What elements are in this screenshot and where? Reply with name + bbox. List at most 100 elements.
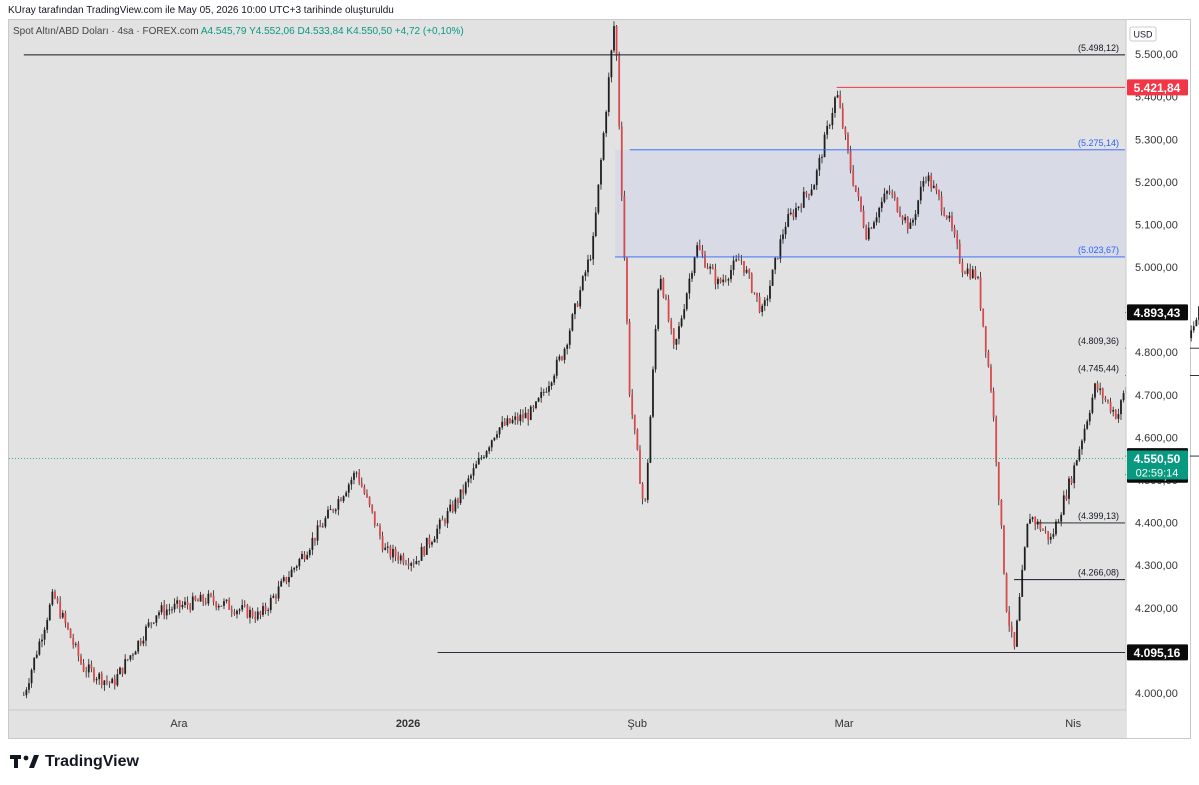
candle-body xyxy=(340,499,342,502)
candle-body xyxy=(160,605,163,613)
candle-body xyxy=(771,269,774,286)
price-tick-label: 4.800,00 xyxy=(1135,347,1178,359)
candle-body xyxy=(303,553,306,560)
candle-body xyxy=(457,499,459,504)
candle-body xyxy=(1044,530,1047,532)
candle-body xyxy=(605,111,608,134)
candle-body xyxy=(628,321,631,395)
candle-body xyxy=(77,643,80,657)
candle-body xyxy=(337,499,340,510)
level-label: (5.275,14) xyxy=(1078,138,1119,148)
candle-body xyxy=(828,125,831,126)
candle-body xyxy=(241,605,244,610)
candle-body xyxy=(563,348,566,360)
candle-body xyxy=(953,227,956,235)
candle-body xyxy=(631,394,634,415)
candle-body xyxy=(1055,521,1057,535)
candle-body xyxy=(501,421,504,428)
candle-body xyxy=(124,659,127,674)
candle-body xyxy=(709,266,712,269)
candle-body xyxy=(1075,460,1078,466)
candle-body xyxy=(662,278,665,297)
legend-close: K4.550,50 xyxy=(346,26,393,37)
candle-body xyxy=(379,526,381,537)
candle-body xyxy=(145,626,147,641)
candle-body xyxy=(1190,330,1193,339)
candle-body xyxy=(698,245,701,250)
candle-body xyxy=(719,278,722,283)
candle-body xyxy=(113,678,116,686)
candle-body xyxy=(399,555,402,561)
candle-body xyxy=(527,412,530,420)
candle-body xyxy=(685,293,688,310)
candle-body xyxy=(532,406,535,409)
candle-body xyxy=(199,594,202,602)
candle-body xyxy=(932,185,935,188)
candle-body xyxy=(1018,596,1021,621)
candle-body xyxy=(290,569,293,578)
candle-body xyxy=(181,604,184,608)
candle-body xyxy=(997,462,1000,501)
candle-body xyxy=(142,640,145,644)
candle-body xyxy=(189,605,192,610)
candle-body xyxy=(441,519,444,521)
price-badge-label: 5.421,84 xyxy=(1134,81,1181,95)
candle-body xyxy=(485,451,488,458)
candle-body xyxy=(927,175,930,182)
candle-body xyxy=(173,603,176,610)
candle-body xyxy=(620,126,623,196)
candle-body xyxy=(254,616,257,620)
candle-body xyxy=(880,201,883,208)
candle-body xyxy=(1120,400,1122,415)
candle-body xyxy=(490,440,493,448)
candle-body xyxy=(540,392,543,398)
candle-body xyxy=(392,548,394,558)
candle-body xyxy=(373,511,376,525)
candle-body xyxy=(795,207,797,218)
candle-body xyxy=(990,366,992,392)
candle-body xyxy=(155,615,158,623)
candle-body xyxy=(802,191,805,208)
candle-body xyxy=(277,586,280,599)
candle-body xyxy=(1000,500,1003,526)
price-tick-label: 5.200,00 xyxy=(1135,177,1178,189)
candle-body xyxy=(462,489,465,494)
candle-body xyxy=(147,622,150,627)
tradingview-logo[interactable]: TradingView xyxy=(10,753,139,771)
candle-body xyxy=(269,597,272,611)
candle-body xyxy=(454,499,457,512)
candle-body xyxy=(548,386,550,392)
candle-body xyxy=(951,215,953,228)
candle-body xyxy=(106,680,108,682)
candle-body xyxy=(363,486,366,494)
candle-body xyxy=(1049,536,1052,540)
candle-body xyxy=(849,150,852,171)
candle-body xyxy=(696,245,699,258)
candle-body xyxy=(906,217,909,229)
candle-body xyxy=(815,170,818,186)
candle-body xyxy=(137,640,140,652)
candle-body xyxy=(202,594,205,603)
candle-body xyxy=(672,328,675,345)
candle-body xyxy=(1107,399,1109,402)
candle-body xyxy=(171,609,173,611)
candle-body xyxy=(1047,531,1050,540)
candle-body xyxy=(594,212,597,237)
candle-body xyxy=(956,234,959,244)
price-tick-label: 4.400,00 xyxy=(1135,518,1178,530)
legend-open: A4.545,79 xyxy=(200,26,247,37)
candle-body xyxy=(756,292,758,297)
candle-body xyxy=(579,290,582,307)
candle-body xyxy=(701,249,704,255)
last-price-label: 4.550,50 xyxy=(1134,452,1181,466)
candle-body xyxy=(834,97,836,113)
candle-body xyxy=(724,279,727,281)
candle-body xyxy=(1117,414,1120,419)
candle-body xyxy=(394,548,397,557)
candle-body xyxy=(386,546,389,548)
candle-body xyxy=(1122,393,1125,401)
candle-body xyxy=(420,547,423,561)
candle-body xyxy=(197,600,199,602)
candle-body xyxy=(72,637,75,645)
